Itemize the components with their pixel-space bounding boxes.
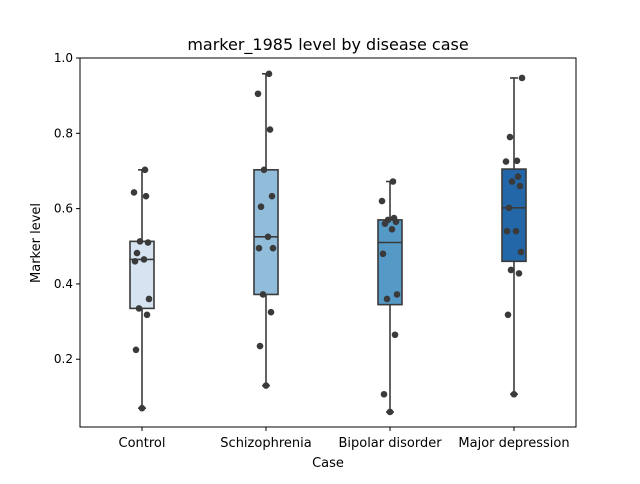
data-point [264,233,272,241]
box [253,169,279,296]
data-point [262,382,270,389]
data-point [142,192,150,200]
data-point [504,311,512,319]
x-tick-label: Bipolar disorder [338,436,442,451]
data-point [254,90,262,98]
data-point [265,70,273,78]
data-point [130,189,138,196]
data-point [141,166,149,174]
data-point [383,295,391,303]
axes-frame [79,57,577,428]
data-point [140,256,148,263]
data-point [380,390,388,398]
data-point [512,227,520,235]
data-point [259,291,267,298]
x-axis-label: Case [312,456,344,471]
chart-title: marker_1985 level by disease case [187,35,468,55]
data-point [505,204,513,212]
data-point [503,227,511,235]
data-point [391,331,399,339]
data-point [145,295,153,303]
data-point [517,248,525,256]
data-point [388,226,396,233]
data-point [378,197,386,205]
y-tick-label: 1.0 [54,51,73,65]
data-point [135,305,143,312]
data-point [386,408,394,416]
x-tick-label: Schizophrenia [220,436,311,451]
data-point [133,249,141,257]
y-tick-label: 0.4 [54,277,73,291]
y-tick-label: 0.8 [54,126,73,140]
data-point [267,308,275,316]
data-point [268,192,276,200]
data-point [143,311,151,319]
data-point [384,216,392,224]
data-point [256,342,264,350]
data-point [516,182,524,190]
data-point [393,291,401,298]
data-point [132,346,140,354]
data-point [513,157,521,165]
data-point [502,158,510,165]
y-tick-label: 0.2 [54,352,73,366]
data-point [390,214,398,222]
x-tick-label: Major depression [458,436,569,451]
data-point [255,244,263,252]
data-point [515,270,523,277]
data-point [514,173,522,180]
data-point [144,239,152,246]
data-point [138,404,146,412]
y-tick-label: 0.6 [54,202,73,216]
y-axis-label: Marker level [29,203,44,283]
data-point [507,266,515,274]
data-point [506,133,514,141]
data-point [260,166,268,174]
data-point [508,178,516,185]
x-tick-label: Control [119,436,166,451]
data-point [131,258,139,265]
data-point [257,203,265,211]
box [377,219,403,306]
data-point [379,250,387,258]
data-point [269,244,277,252]
data-point [389,178,397,185]
plot-area: 0.2 0.4 0.6 0.8 1.0 Control Schizophrenia Bipol… [54,51,577,451]
data-point [266,126,274,133]
data-point [136,238,144,245]
data-point [510,390,518,398]
data-point [518,74,526,82]
